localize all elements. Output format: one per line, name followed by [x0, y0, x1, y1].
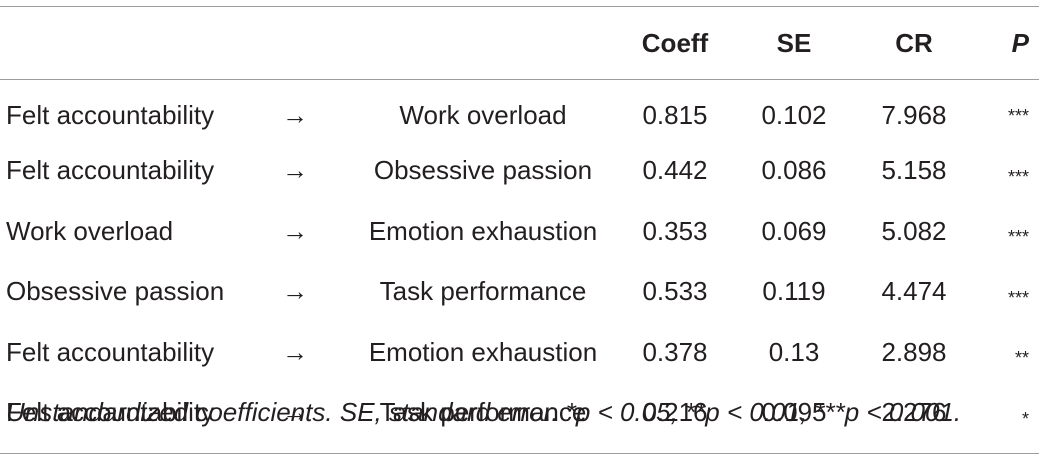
arrow-icon: →	[282, 99, 308, 130]
cell-to: Emotion exhaustion	[368, 215, 598, 246]
arrow-icon: →	[282, 397, 308, 428]
cell-from: Felt accountability	[6, 155, 215, 186]
table-row: Work overload → Emotion exhaustion 0.353…	[0, 201, 1039, 262]
cell-p: **	[1014, 348, 1029, 369]
arrow-icon: →	[282, 336, 308, 367]
cell-to: Emotion exhaustion	[368, 336, 598, 367]
cell-se: 0.102	[761, 99, 827, 130]
cell-cr: 2.898	[881, 336, 947, 367]
cell-cr: 5.158	[881, 155, 947, 186]
cell-to: Task performance	[379, 397, 587, 428]
header-se: SE	[776, 27, 812, 58]
arrow-icon: →	[282, 215, 308, 246]
results-table: Coeff SE CR P Felt accountability → Work…	[0, 6, 1039, 454]
header-coeff: Coeff	[641, 27, 709, 58]
table-row: Felt accountability → Work overload 0.81…	[0, 80, 1039, 141]
table-row: Felt accountability → Task performance 0…	[0, 383, 1039, 454]
cell-cr: 5.082	[881, 215, 947, 246]
cell-from: Obsessive passion	[6, 276, 225, 307]
cell-coeff: 0.442	[642, 155, 708, 186]
table-row: Obsessive passion → Task performance 0.5…	[0, 262, 1039, 323]
cell-coeff: 0.216	[642, 397, 708, 428]
cell-p: ***	[1007, 106, 1029, 127]
header-cell-arrow	[268, 7, 350, 80]
cell-to: Work overload	[399, 99, 567, 130]
cell-coeff: 0.533	[642, 276, 708, 307]
cell-from: Felt accountability	[6, 336, 215, 367]
table-row: Felt accountability → Emotion exhaustion…	[0, 322, 1039, 383]
cell-from: Felt accountability	[6, 99, 215, 130]
cell-from: Felt accountability	[6, 397, 215, 428]
cell-to: Task performance	[379, 276, 587, 307]
header-cell-to	[350, 7, 616, 80]
cell-to: Obsessive passion	[373, 155, 593, 186]
cell-coeff: 0.353	[642, 215, 708, 246]
cell-cr: 7.968	[881, 99, 947, 130]
cell-se: 0.13	[768, 336, 820, 367]
cell-coeff: 0.378	[642, 336, 708, 367]
cell-p: ***	[1007, 287, 1029, 308]
cell-p: ***	[1007, 166, 1029, 187]
cell-cr: 4.474	[881, 276, 947, 307]
cell-se: 0.069	[761, 215, 827, 246]
arrow-icon: →	[282, 155, 308, 186]
cell-se: 0.095	[761, 397, 827, 428]
header-cr: CR	[895, 27, 933, 58]
cell-from: Work overload	[6, 215, 174, 246]
header-cell-from	[0, 7, 268, 80]
cell-se: 0.086	[761, 155, 827, 186]
arrow-icon: →	[282, 276, 308, 307]
cell-cr: 2.276	[881, 397, 947, 428]
cell-p: ***	[1007, 227, 1029, 248]
cell-se: 0.119	[762, 276, 826, 307]
cell-p: *	[1021, 408, 1029, 429]
table-footnote: Unstandardized coefficients. SE, standar…	[6, 397, 962, 427]
header-p: P	[1011, 27, 1029, 58]
header-row: Coeff SE CR P	[0, 6, 1039, 80]
table-row: Felt accountability → Obsessive passion …	[0, 141, 1039, 202]
cell-coeff: 0.815	[642, 99, 708, 130]
